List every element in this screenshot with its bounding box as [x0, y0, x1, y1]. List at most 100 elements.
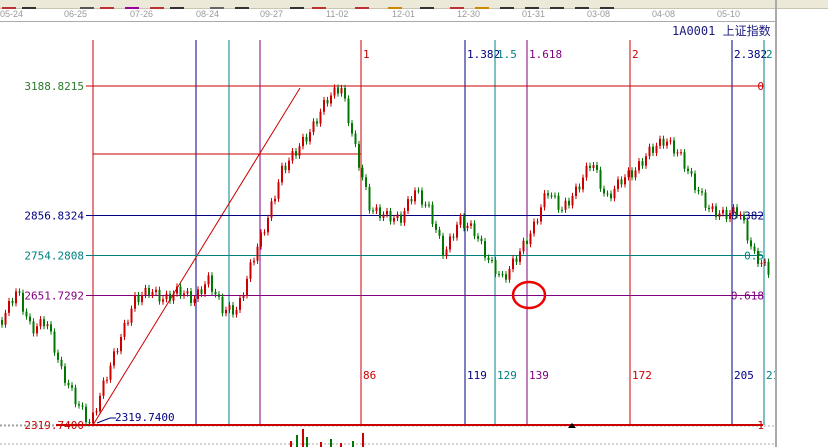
candle-body: [669, 140, 672, 142]
candle-body: [379, 207, 381, 218]
toolbar-button[interactable]: [235, 0, 249, 9]
candle-body: [564, 200, 567, 210]
toolbar-button[interactable]: [210, 0, 224, 9]
candle-body: [683, 152, 686, 169]
candle-body: [123, 322, 126, 337]
toolbar-button[interactable]: [500, 0, 514, 9]
toolbar-button[interactable]: [22, 0, 36, 9]
toolbar-button[interactable]: [290, 0, 304, 9]
volume-bar: [362, 433, 364, 447]
candle-body: [417, 190, 420, 192]
toolbar-button[interactable]: [312, 0, 326, 9]
candle-body: [88, 422, 91, 424]
candle-body: [32, 321, 35, 334]
toolbar-button[interactable]: [420, 0, 434, 9]
candle-body: [571, 195, 574, 206]
candle-body: [39, 319, 42, 327]
toolbar-button[interactable]: [80, 0, 94, 9]
candle-body: [655, 145, 658, 153]
toolbar-button[interactable]: [150, 0, 164, 9]
candle-body: [71, 385, 73, 388]
toolbar-button[interactable]: [600, 0, 614, 9]
candle-body: [253, 260, 255, 263]
candle-body: [477, 236, 479, 239]
candle-body: [141, 295, 143, 303]
toolbar-button[interactable]: [125, 0, 139, 9]
candle-body: [15, 291, 17, 304]
candle-body: [130, 308, 133, 323]
candle-body: [18, 291, 21, 293]
candle-body: [281, 165, 283, 183]
toolbar-button[interactable]: [550, 0, 564, 9]
toolbar-button[interactable]: [170, 0, 184, 9]
candle-body: [344, 87, 346, 99]
candle-body: [585, 165, 588, 178]
fib-ratio-label: 0: [757, 80, 764, 93]
toolbar-button[interactable]: [100, 0, 114, 9]
candle-body: [407, 199, 409, 211]
toolbar-button[interactable]: [575, 0, 589, 9]
candle-body: [127, 322, 129, 324]
candle-body: [267, 217, 269, 233]
candle-body: [764, 261, 766, 263]
toolbar-button[interactable]: [2, 0, 16, 9]
fib-ratio-label: 0.618: [731, 290, 764, 303]
candle-body: [144, 287, 147, 296]
candle-body: [200, 289, 203, 294]
candle-body: [57, 352, 59, 360]
candle-body: [260, 232, 262, 247]
candlestick-chart[interactable]: 1 86 1.382 119 1.5 129 1.618 139 2 172 2.382 205 2. 2…: [0, 0, 776, 447]
candle-body: [673, 140, 675, 154]
candle-body: [382, 214, 385, 218]
candle-body: [106, 379, 108, 381]
candle-body: [638, 161, 640, 171]
candle-body: [536, 221, 539, 223]
toolbar-button[interactable]: [475, 0, 489, 9]
candle-body: [29, 316, 31, 322]
candle-body: [575, 186, 577, 196]
candle-body: [214, 291, 217, 295]
toolbar-button[interactable]: [355, 0, 369, 9]
candle-body: [676, 152, 679, 154]
candle-body: [582, 177, 584, 190]
candle-body: [722, 209, 724, 214]
toolbar-button[interactable]: [525, 0, 539, 9]
candle-body: [53, 331, 56, 353]
candle-body: [354, 133, 357, 145]
candle-body: [288, 160, 290, 171]
chart-right-border[interactable]: [775, 0, 777, 447]
date-axis: 05-24 06-25 07-26 08-24 09-27 11-02 12-0…: [0, 8, 776, 22]
candle-body: [554, 195, 556, 197]
candle-body: [725, 209, 728, 219]
date-tick: 08-24: [196, 9, 220, 19]
candle-body: [403, 210, 406, 223]
date-tick: 07-26: [130, 9, 154, 19]
candle-body: [365, 177, 367, 187]
toolbar-button[interactable]: [450, 0, 464, 9]
candle-body: [393, 218, 395, 222]
date-tick: 12-30: [457, 9, 481, 19]
candle-body: [736, 207, 738, 216]
candle-body: [634, 170, 637, 178]
candle-body: [526, 240, 528, 245]
candle-body: [501, 274, 504, 276]
candle-body: [179, 286, 182, 296]
candle-body: [641, 161, 644, 166]
candle-body: [218, 294, 220, 297]
candle-body: [690, 171, 693, 174]
candle-body: [50, 324, 52, 332]
candle-body: [624, 177, 626, 185]
candle-body: [442, 235, 444, 256]
low-price-label: 2319.7400: [115, 411, 175, 424]
toolbar-button[interactable]: [388, 0, 402, 9]
candle-body: [358, 144, 360, 168]
candle-body: [704, 192, 707, 208]
candle-body: [617, 179, 619, 189]
candle-body: [631, 170, 633, 178]
candle-body: [99, 395, 101, 412]
candle-body: [176, 286, 178, 294]
candle-body: [113, 351, 115, 366]
candle-body: [197, 289, 199, 299]
candle-body: [337, 87, 339, 94]
candle-body: [8, 301, 10, 313]
